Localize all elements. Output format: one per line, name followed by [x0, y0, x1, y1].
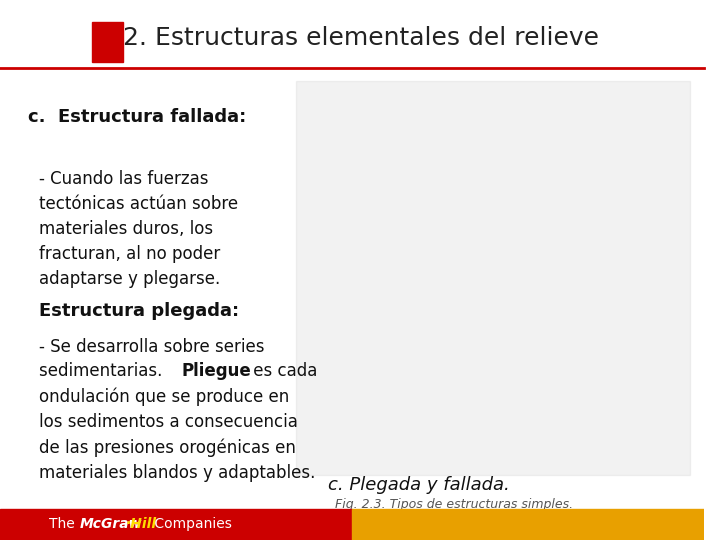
Text: Companies: Companies: [150, 517, 232, 531]
Text: ondulación que se produce en
los sedimentos a consecuencia
de las presiones orog: ondulación que se produce en los sedimen…: [39, 388, 315, 482]
Bar: [352, 509, 704, 540]
Text: Fig. 2.3. Tipos de estructuras simples.: Fig. 2.3. Tipos de estructuras simples.: [335, 498, 572, 511]
Text: sedimentarias.: sedimentarias.: [39, 362, 167, 381]
Bar: [91, 22, 123, 62]
Bar: [0, 509, 352, 540]
Text: McGraw: McGraw: [80, 517, 142, 531]
Text: c.  Estructura fallada:: c. Estructura fallada:: [28, 108, 246, 126]
Text: Pliegue: Pliegue: [181, 362, 251, 381]
Text: c. Plegada y fallada.: c. Plegada y fallada.: [328, 476, 509, 494]
Bar: [296, 81, 690, 475]
Text: 2. Estructuras elementales del relieve: 2. Estructuras elementales del relieve: [123, 26, 599, 50]
Text: ·Hill: ·Hill: [126, 517, 157, 531]
Text: The: The: [49, 517, 79, 531]
Text: - Se desarrolla sobre series: - Se desarrolla sobre series: [39, 338, 264, 355]
Text: es cada: es cada: [248, 362, 317, 381]
Text: Estructura plegada:: Estructura plegada:: [39, 302, 239, 320]
Text: - Cuando las fuerzas
tectónicas actúan sobre
materiales duros, los
fracturan, al: - Cuando las fuerzas tectónicas actúan s…: [39, 170, 238, 288]
